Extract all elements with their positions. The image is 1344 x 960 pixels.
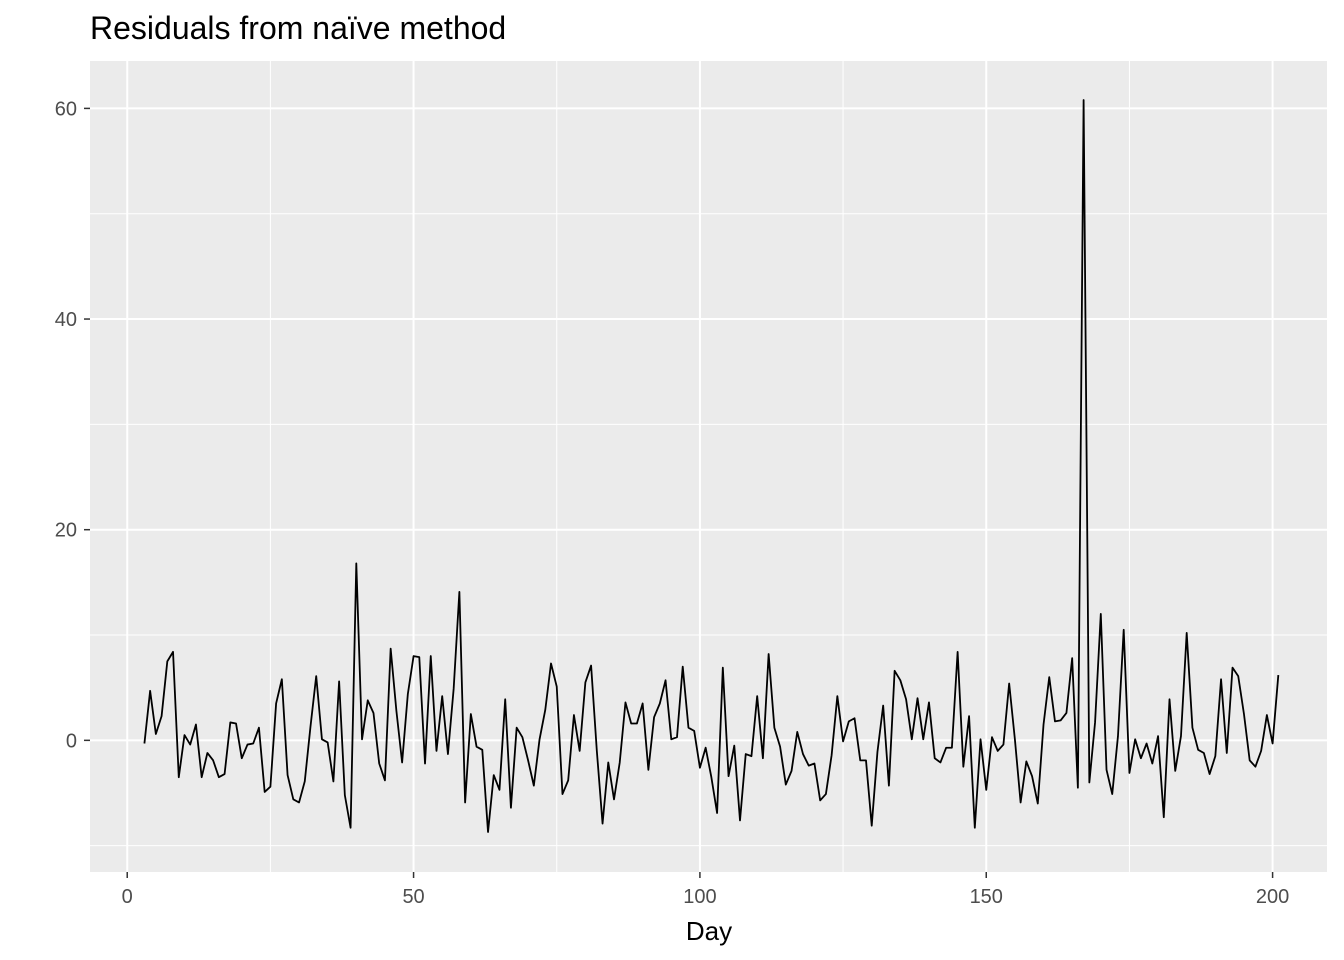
x-tick-label: 150 [970,886,1003,908]
x-tick-label: 200 [1256,886,1289,908]
x-tick-label: 50 [402,886,424,908]
x-tick-label: 0 [122,886,133,908]
y-tick-labels: 0 20 40 60 [55,98,77,752]
minor-gridlines [90,61,1327,872]
plot-panel [90,61,1327,872]
y-tick-label: 40 [55,309,77,331]
y-tick-label: 60 [55,98,77,120]
x-tick-label: 100 [683,886,716,908]
x-tick-labels: 0 50 100 150 200 [122,886,1290,908]
x-axis-title: Day [686,916,732,946]
axis-ticks [84,107,1274,878]
residuals-series-line [143,99,1280,833]
chart-title: Residuals from naïve method [90,10,507,46]
y-tick-label: 20 [55,520,77,542]
series-layer [143,99,1280,833]
major-gridlines [90,61,1327,872]
y-tick-label: 0 [66,730,77,752]
